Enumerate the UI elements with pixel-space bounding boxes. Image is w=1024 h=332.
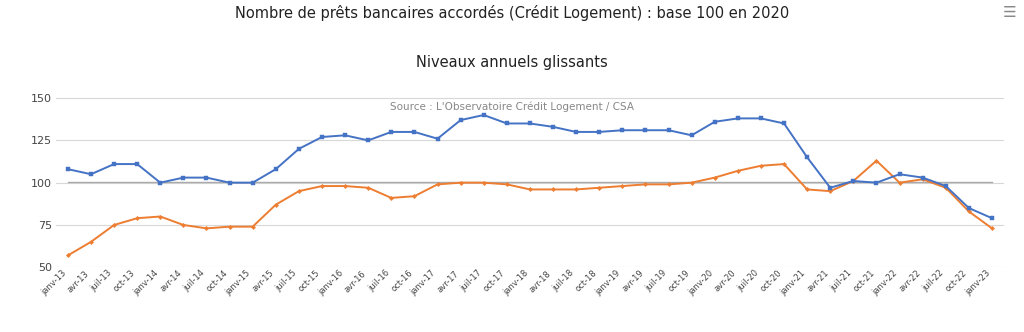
Text: Niveaux annuels glissants: Niveaux annuels glissants [416, 55, 608, 70]
Text: Source : L'Observatoire Crédit Logement / CSA: Source : L'Observatoire Crédit Logement … [390, 101, 634, 112]
Text: ☰: ☰ [1004, 5, 1017, 20]
Text: Nombre de prêts bancaires accordés (Crédit Logement) : base 100 en 2020: Nombre de prêts bancaires accordés (Créd… [234, 5, 790, 21]
